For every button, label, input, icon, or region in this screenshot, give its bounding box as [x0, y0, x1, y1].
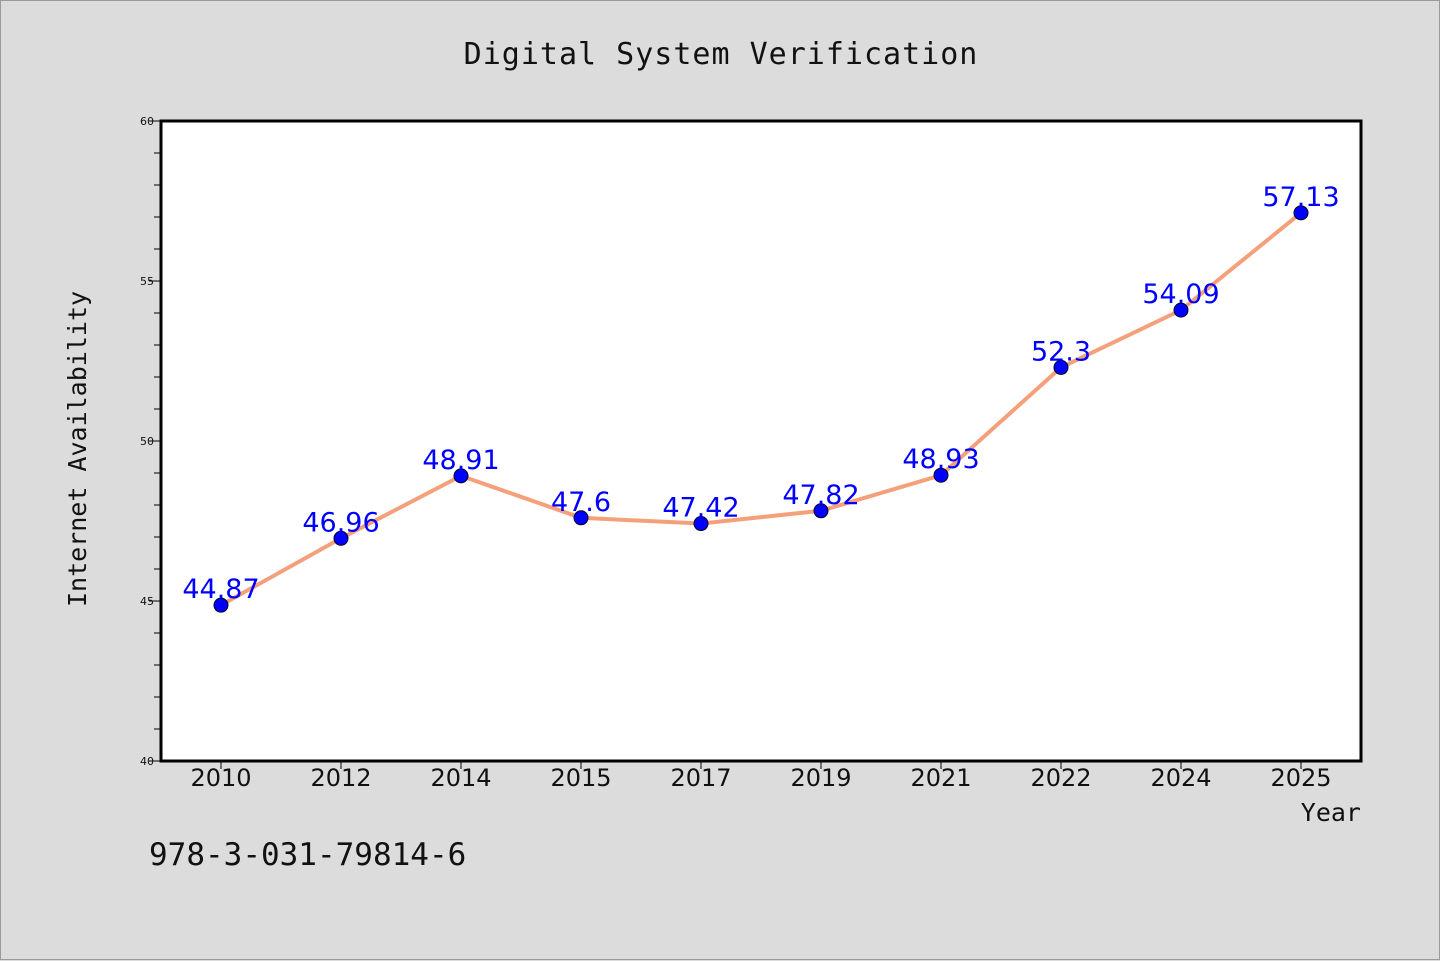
- data-point: [813, 503, 829, 519]
- x-tick-label: 2021: [910, 764, 971, 792]
- data-point: [1173, 302, 1189, 318]
- data-point: [213, 597, 229, 613]
- x-axis-label: Year: [1301, 798, 1361, 827]
- isbn-text: 978-3-031-79814-6: [149, 837, 466, 873]
- x-tick-label: 2017: [670, 764, 731, 792]
- series-line: [219, 210, 1303, 608]
- data-point: [693, 516, 709, 532]
- plot-area: [159, 119, 1363, 763]
- x-tick-label: 2019: [790, 764, 851, 792]
- data-label: 44.87: [182, 574, 259, 605]
- x-tick-label: 2014: [430, 764, 491, 792]
- data-point: [333, 530, 349, 546]
- data-point: [933, 467, 949, 483]
- x-tick-label: 2024: [1150, 764, 1211, 792]
- y-tick-label: 50: [140, 435, 154, 448]
- y-tick-label: 45: [140, 595, 154, 608]
- y-axis-label: Internet Availability: [63, 291, 92, 607]
- x-tick-label: 2022: [1030, 764, 1091, 792]
- x-tick-label: 2025: [1270, 764, 1331, 792]
- data-label: 57.13: [1262, 182, 1339, 213]
- data-label: 48.91: [422, 445, 499, 476]
- y-axis: 40 45 50 55 60: [140, 115, 161, 768]
- data-point: [1053, 359, 1069, 375]
- data-label: 48.93: [902, 444, 979, 475]
- x-tick-label: 2012: [310, 764, 371, 792]
- x-tick-label: 2015: [550, 764, 611, 792]
- x-axis: 2010 2012 2014 2015 2017 2019 2021 2022 2024 2025: [190, 761, 1332, 792]
- data-point: [1293, 205, 1309, 221]
- data-point: [573, 510, 589, 526]
- data-label: 46.96: [302, 507, 379, 538]
- x-tick-label: 2010: [190, 764, 251, 792]
- data-label: 52.3: [1031, 336, 1091, 367]
- data-point: [453, 468, 469, 484]
- y-tick-label: 60: [140, 115, 154, 128]
- data-label: 54.09: [1142, 279, 1219, 310]
- y-tick-label: 55: [140, 275, 154, 288]
- data-label: 47.82: [782, 480, 859, 511]
- series-group: 44.87 46.96 48.91 47.6 47.42 47.82 48.93 52.3 54…: [182, 182, 1340, 613]
- chart-title: Digital System Verification: [464, 37, 979, 72]
- y-tick-label: 40: [140, 755, 154, 768]
- data-label: 47.6: [551, 487, 611, 518]
- data-label: 47.42: [662, 493, 739, 524]
